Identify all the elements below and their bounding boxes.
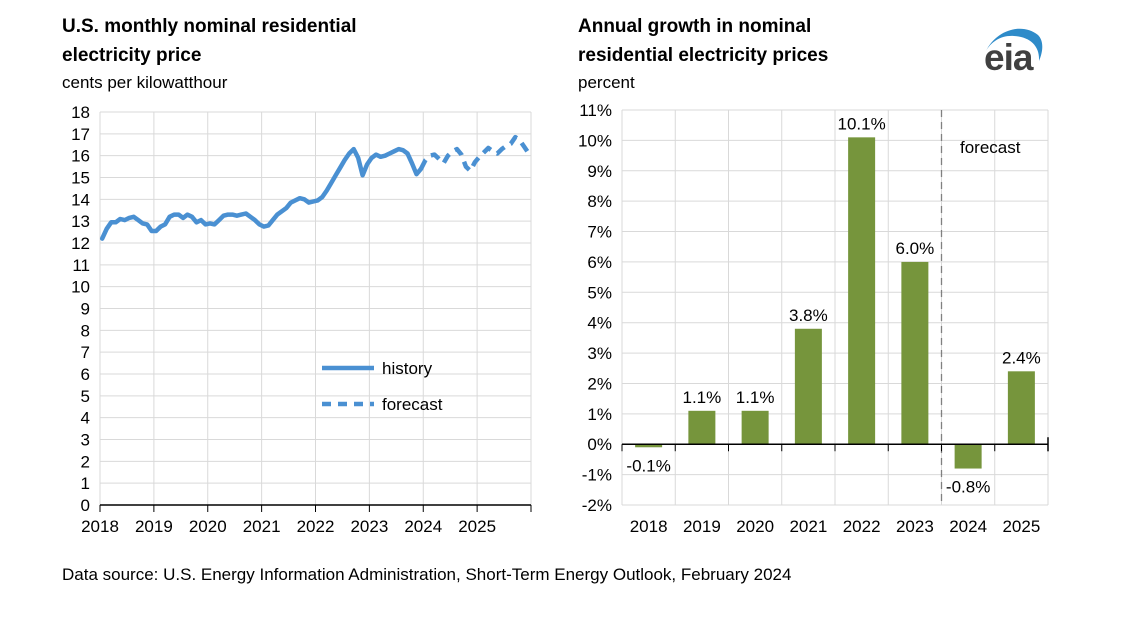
tick-label: 6 — [81, 365, 90, 384]
eia-logo: eia — [980, 18, 1052, 80]
tick-label: 2024 — [949, 517, 987, 536]
tick-label: 13 — [71, 212, 90, 231]
tick-label: 1 — [81, 474, 90, 493]
tick-label: 2022 — [297, 517, 335, 536]
left-chart-unit-label: cents per kilowatthour — [62, 73, 228, 92]
eia-logo-text: eia — [984, 37, 1033, 78]
tick-label: 2 — [81, 452, 90, 471]
tick-label: 2022 — [843, 517, 881, 536]
zero-axis — [621, 437, 1049, 452]
tick-label: 2020 — [189, 517, 227, 536]
tick-label: 2023 — [896, 517, 934, 536]
tick-label: 2% — [587, 374, 612, 393]
tick-label: 16 — [71, 147, 90, 166]
forecast-region-label: forecast — [960, 138, 1021, 157]
bar-2020 — [741, 410, 769, 445]
tick-label: forecast — [960, 138, 1021, 157]
tick-label: 2025 — [1002, 517, 1040, 536]
tick-label: 10% — [578, 131, 612, 150]
tick-label: 2.4% — [1002, 348, 1041, 367]
price-series-history — [99, 146, 424, 241]
tick-label: 2018 — [630, 517, 668, 536]
x-axis-labels: 2018 2019 2020 2021 2022 2023 2024 2025 — [630, 517, 1041, 536]
tick-label: 2020 — [736, 517, 774, 536]
tick-label: 2019 — [683, 517, 721, 536]
tick-label: 9 — [81, 300, 90, 319]
bar-2019 — [688, 410, 716, 445]
tick-label: -0.8% — [946, 478, 990, 497]
tick-label: 3 — [81, 431, 90, 450]
tick-label: 18 — [71, 103, 90, 122]
price-series-forecast — [418, 134, 531, 174]
tick-label: 4 — [81, 409, 90, 428]
tick-label: 8% — [587, 192, 612, 211]
x-axis — [99, 504, 532, 512]
tick-label: -0.1% — [626, 456, 670, 475]
tick-label: 4% — [587, 314, 612, 333]
tick-label: 1% — [587, 405, 612, 424]
bar-value-labels: -0.1% 1.1% 1.1% 3.8% 10.1% 6.0% -0.8% 2.4% — [626, 114, 1040, 496]
tick-label: 6.0% — [896, 239, 935, 258]
tick-label: 1.1% — [683, 388, 722, 407]
eia-logo-swoosh-icon — [986, 28, 1043, 61]
x-axis-labels: 2018 2019 2020 2021 2022 2023 2024 2025 — [81, 517, 496, 536]
tick-label: forecast — [382, 395, 443, 414]
tick-label: 17 — [71, 125, 90, 144]
bar-2022 — [848, 137, 876, 445]
tick-label: 7% — [587, 223, 612, 242]
tick-label: 11% — [579, 101, 612, 120]
tick-label: 3% — [587, 344, 612, 363]
tick-label: 10.1% — [838, 114, 886, 133]
tick-label: 7 — [81, 343, 90, 362]
bar-2024 — [954, 444, 982, 469]
tick-label: 2021 — [789, 517, 827, 536]
tick-label: 2018 — [81, 517, 119, 536]
tick-label: 2024 — [404, 517, 442, 536]
left-chart-title: U.S. monthly nominal residential electri… — [62, 16, 357, 66]
bar-2023 — [901, 261, 929, 445]
tick-label: 12 — [71, 234, 90, 253]
tick-label: -2% — [582, 496, 612, 515]
tick-label: 5 — [81, 387, 90, 406]
bars — [635, 137, 1035, 469]
gridlines — [99, 111, 532, 506]
tick-label: 5% — [587, 283, 612, 302]
legend: history forecast — [322, 359, 443, 414]
y-axis-labels: -2% -1% 0% 1% 2% 3% 4% 5% 6% 7% 8% 9% 10% 11% — [578, 101, 612, 515]
tick-label: 15 — [71, 169, 90, 188]
tick-label: 9% — [587, 162, 612, 181]
tick-label: 0% — [587, 435, 612, 454]
tick-label: history — [382, 359, 433, 378]
tick-label: 14 — [71, 190, 90, 209]
tick-label: 10 — [71, 278, 90, 297]
tick-label: 2023 — [350, 517, 388, 536]
right-chart-title: Annual growth in nominal residential ele… — [578, 16, 829, 66]
data-source-note: Data source: U.S. Energy Information Adm… — [62, 565, 792, 584]
tick-label: 2019 — [135, 517, 173, 536]
bar-2018 — [635, 444, 663, 448]
bar-2021 — [794, 328, 822, 445]
tick-label: 2025 — [458, 517, 496, 536]
tick-label: 1.1% — [736, 388, 775, 407]
tick-label: 8 — [81, 321, 90, 340]
tick-label: 6% — [587, 253, 612, 272]
tick-label: 11 — [72, 256, 90, 275]
tick-label: 0 — [81, 496, 90, 515]
bar-2025 — [1007, 371, 1035, 445]
tick-label: -1% — [582, 466, 612, 485]
bar-chart-annual-growth-bars: -2% -1% 0% 1% 2% 3% 4% 5% 6% 7% 8% 9% 10% 11% 2018 2019… — [578, 101, 1049, 536]
right-chart-unit-label: percent — [578, 73, 635, 92]
tick-label: 2021 — [243, 517, 281, 536]
tick-label: 3.8% — [789, 306, 828, 325]
